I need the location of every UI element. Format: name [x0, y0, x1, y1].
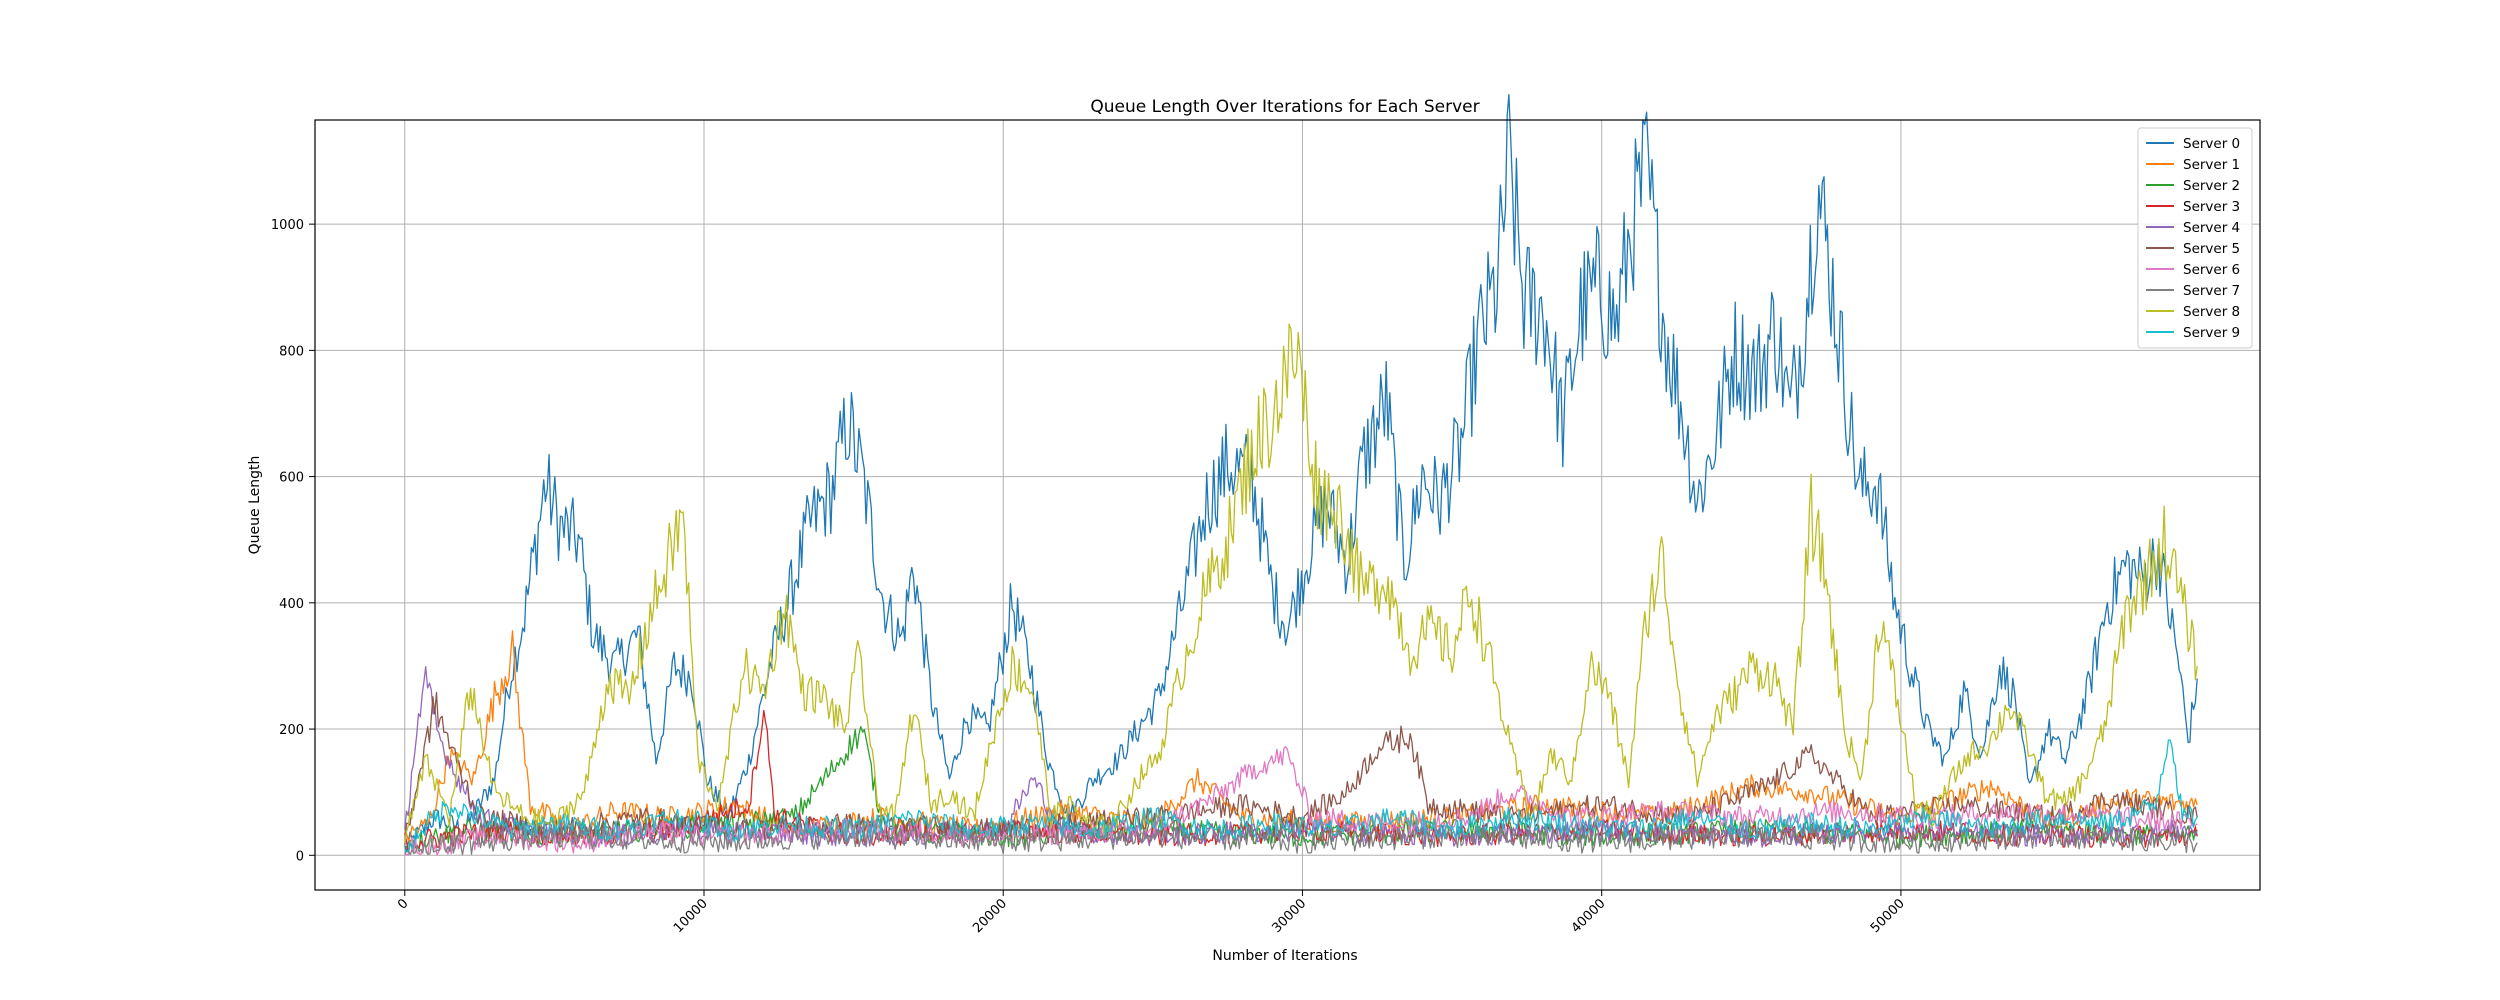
- legend-label: Server 2: [2183, 178, 2240, 194]
- legend-label: Server 7: [2183, 283, 2240, 299]
- series-line-server-8: [404, 323, 2198, 843]
- series-line-server-0: [404, 93, 2198, 853]
- legend-label: Server 0: [2183, 136, 2240, 152]
- series-line-server-6: [404, 746, 2198, 856]
- legend-label: Server 8: [2183, 304, 2240, 320]
- y-tick-label: 0: [296, 849, 304, 864]
- legend-label: Server 1: [2183, 157, 2240, 173]
- legend: Server 0 Server 1 Server 2 Server 3 Server 4…: [2137, 127, 2253, 349]
- y-tick-label: 400: [279, 597, 304, 612]
- series-line-server-9: [404, 739, 2198, 853]
- series-line-server-7: [404, 824, 2198, 856]
- legend-label: Server 9: [2183, 325, 2240, 341]
- y-tick-label: 600: [279, 471, 304, 486]
- y-tick-label: 200: [279, 723, 304, 738]
- y-tick-label: 800: [279, 344, 304, 359]
- gridlines: [315, 120, 2260, 890]
- chart-title: Queue Length Over Iterations for Each Se…: [1090, 97, 1479, 117]
- series-layer: [404, 93, 2198, 856]
- y-tick-label: 1000: [271, 218, 304, 233]
- legend-label: Server 5: [2183, 241, 2240, 257]
- legend-label: Server 3: [2183, 199, 2240, 215]
- legend-box: [2137, 127, 2253, 349]
- y-axis-label: Queue Length: [247, 456, 263, 555]
- legend-label: Server 6: [2183, 262, 2240, 278]
- legend-label: Server 4: [2183, 220, 2240, 236]
- x-axis-label: Number of Iterations: [1212, 948, 1357, 964]
- plot-frame: [314, 119, 2261, 891]
